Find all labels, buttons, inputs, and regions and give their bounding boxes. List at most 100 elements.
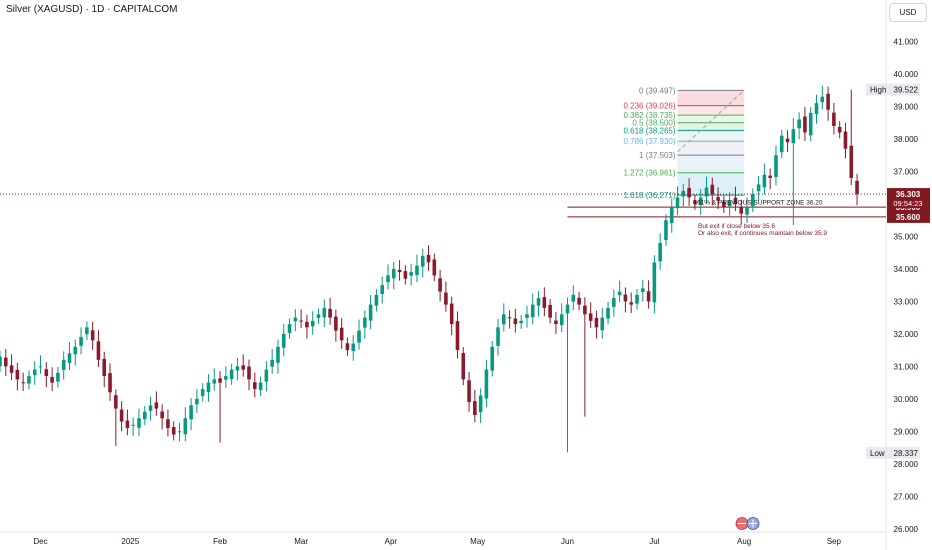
candle-body	[56, 372, 60, 382]
candle-body	[716, 197, 720, 201]
candle-body	[3, 357, 8, 367]
candle-body	[837, 126, 842, 133]
candle-body	[73, 346, 78, 355]
fib-zone	[677, 172, 745, 196]
y-tick-label: 30.000	[894, 395, 919, 404]
current-price-text: 36.303	[896, 190, 921, 199]
candle-body	[299, 320, 303, 322]
candle-body	[675, 197, 680, 209]
y-tick-label: 32.000	[894, 330, 919, 339]
y-tick-label: 29.000	[894, 427, 919, 436]
candle-body	[594, 317, 599, 328]
events-flag-icon[interactable]	[735, 517, 761, 530]
candle-body	[698, 197, 703, 205]
candle-body	[583, 305, 587, 315]
fib-zone	[677, 122, 745, 131]
candle-body	[664, 220, 668, 240]
candle-body	[826, 93, 830, 110]
candle-body	[218, 378, 222, 383]
candle-body	[606, 307, 610, 319]
low-value-text: 28.337	[894, 449, 919, 458]
candle-body	[339, 327, 344, 341]
x-tick-label: Jun	[561, 537, 574, 546]
y-tick-label: 26.000	[894, 525, 919, 534]
candle-body	[745, 207, 749, 215]
candle-body	[507, 317, 512, 319]
candle-body	[588, 313, 593, 321]
candle-body	[61, 359, 66, 370]
exit-annotation-1: But exit if close below 35.6	[698, 223, 775, 230]
candle-body	[536, 298, 541, 306]
candle-body	[391, 268, 396, 279]
y-tick-label: 35.000	[894, 232, 919, 241]
candle-body	[293, 317, 298, 322]
countdown-text: 09:54:23	[893, 199, 922, 208]
candle-body	[9, 365, 14, 373]
candle-body	[449, 303, 454, 325]
candle-body	[229, 369, 234, 379]
candle-body	[386, 275, 390, 283]
candle-body	[195, 398, 199, 405]
support-zone-annotation: 161% & PREVIOUS SUPPORT ZONE 36.20	[693, 199, 822, 206]
candle-body	[600, 317, 605, 331]
candle-body	[577, 297, 581, 305]
candle-body	[79, 337, 83, 346]
candle-body	[820, 96, 825, 103]
candle-body	[241, 365, 246, 370]
y-tick-label: 39.000	[894, 102, 919, 111]
fib-level-label: 0.236 (39.026)	[623, 102, 675, 111]
fib-level-label: 1.272 (36.961)	[623, 169, 675, 178]
fib-zone	[677, 141, 745, 156]
candle-body	[27, 376, 31, 384]
candle-body	[473, 401, 477, 416]
x-tick-label: Feb	[213, 537, 227, 546]
candle-body	[733, 197, 738, 204]
currency-button[interactable]: USD	[889, 3, 927, 22]
y-tick-label: 31.000	[894, 362, 919, 371]
candle-body	[137, 418, 141, 428]
candle-body	[142, 411, 147, 420]
candle-body	[345, 343, 350, 351]
fib-level-label: 0.5 (38.500)	[632, 119, 675, 128]
candle-body	[281, 333, 286, 348]
candle-body	[67, 353, 72, 363]
chart-title: Silver (XAGUSD) · 1D · CAPITALCOM	[6, 4, 178, 15]
candle-body	[693, 200, 697, 204]
candle-body	[305, 321, 309, 328]
fib-level-label: 1.618 (36.271)	[623, 191, 675, 200]
candle-body	[90, 330, 95, 341]
high-label-text: High	[870, 86, 886, 95]
price-tag-text: 35.600	[896, 213, 921, 222]
candle-body	[316, 314, 321, 318]
candle-body	[363, 317, 367, 328]
current-price-tag-bg	[887, 188, 930, 209]
fib-zone	[677, 115, 745, 123]
price-tag-bg	[887, 210, 930, 223]
y-tick-label: 40.000	[894, 70, 919, 79]
candle-body	[814, 103, 819, 114]
y-tick-label: 41.000	[894, 37, 919, 46]
candle-body	[727, 200, 732, 207]
candle-body	[125, 420, 130, 429]
candle-body	[32, 369, 37, 376]
candle-body	[438, 278, 442, 292]
candle-body	[38, 366, 43, 368]
candle-body	[461, 353, 466, 380]
candle-body	[617, 291, 622, 296]
candle-body	[687, 187, 691, 198]
candle-body	[212, 379, 217, 384]
candle-body	[108, 373, 112, 393]
candle-body	[455, 321, 460, 351]
candle-body	[681, 190, 686, 197]
candle-body	[415, 265, 419, 276]
x-tick-label: Sep	[827, 537, 842, 546]
x-tick-label: Dec	[33, 537, 47, 546]
candle-body	[368, 304, 373, 321]
x-tick-label: Aug	[737, 537, 751, 546]
candle-body	[525, 314, 529, 318]
candle-body	[704, 187, 709, 197]
candle-body	[258, 382, 263, 391]
candle-body	[247, 366, 251, 380]
fib-trend-line	[677, 89, 745, 153]
